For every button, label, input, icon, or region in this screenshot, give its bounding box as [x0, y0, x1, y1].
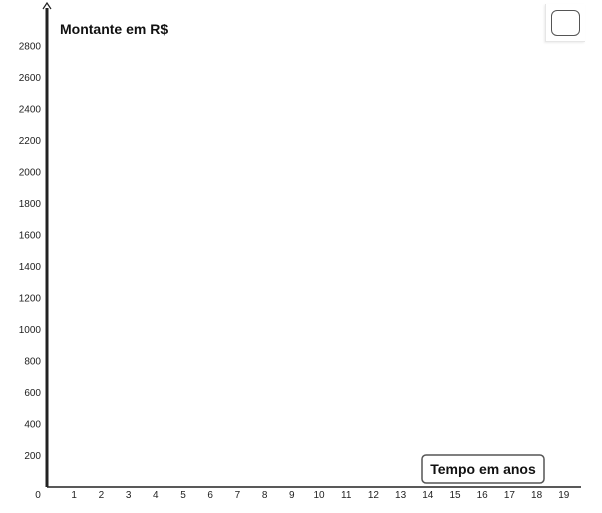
x-tick-label: 2 [99, 490, 105, 501]
y-tick-label: 400 [24, 420, 41, 431]
square-icon [551, 10, 580, 36]
x-tick-label: 8 [262, 490, 268, 501]
origin-label: 0 [35, 490, 41, 501]
y-tick-label: 2200 [19, 136, 42, 147]
x-tick-label: 15 [449, 490, 461, 501]
x-tick-label: 12 [368, 490, 380, 501]
x-axis-title-frame [421, 454, 545, 484]
y-axis-tick-labels: 200 400 600 800 1000 1200 1400 1600 1800 2000 2200… [19, 42, 42, 463]
y-tick-label: 600 [24, 388, 41, 399]
x-axis-tick-labels: 1 2 3 4 5 6 7 8 9 10 11 12 13 14 15 16 17 18 19 [71, 490, 569, 501]
x-tick-label: 17 [504, 490, 516, 501]
y-tick-label: 200 [24, 451, 41, 462]
y-tick-label: 2600 [19, 73, 42, 84]
x-tick-label: 10 [313, 490, 325, 501]
graphics-view-toggle-button[interactable] [545, 4, 585, 42]
x-tick-label: 19 [558, 490, 570, 501]
y-tick-label: 1200 [19, 294, 42, 305]
x-axis-title: Tempo em anos [430, 461, 536, 477]
x-tick-label: 5 [180, 490, 186, 501]
x-tick-label: 4 [153, 490, 159, 501]
y-tick-label: 2000 [19, 168, 42, 179]
x-tick-label: 18 [531, 490, 543, 501]
y-tick-label: 2800 [19, 42, 42, 53]
y-tick-label: 2400 [19, 105, 42, 116]
x-tick-label: 11 [341, 490, 352, 501]
y-tick-label: 1400 [19, 262, 42, 273]
x-tick-label: 13 [395, 490, 407, 501]
x-tick-label: 3 [126, 490, 132, 501]
y-axis-title[interactable]: Montante em R$ [60, 21, 168, 37]
y-tick-label: 1800 [19, 199, 42, 210]
x-tick-label: 1 [71, 490, 77, 501]
x-tick-label: 7 [235, 490, 241, 501]
x-tick-label: 16 [477, 490, 489, 501]
y-tick-label: 800 [24, 357, 41, 368]
y-tick-label: 1000 [19, 325, 42, 336]
x-axis-title-box[interactable]: Tempo em anos [421, 454, 545, 484]
y-axis-arrow-icon [42, 1, 52, 10]
y-tick-label: 1600 [19, 231, 42, 242]
x-tick-label: 6 [207, 490, 213, 501]
x-tick-label: 9 [289, 490, 295, 501]
x-tick-label: 14 [422, 490, 434, 501]
